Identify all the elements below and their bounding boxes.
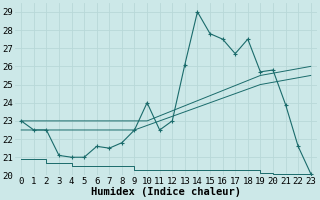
X-axis label: Humidex (Indice chaleur): Humidex (Indice chaleur) bbox=[91, 187, 241, 197]
